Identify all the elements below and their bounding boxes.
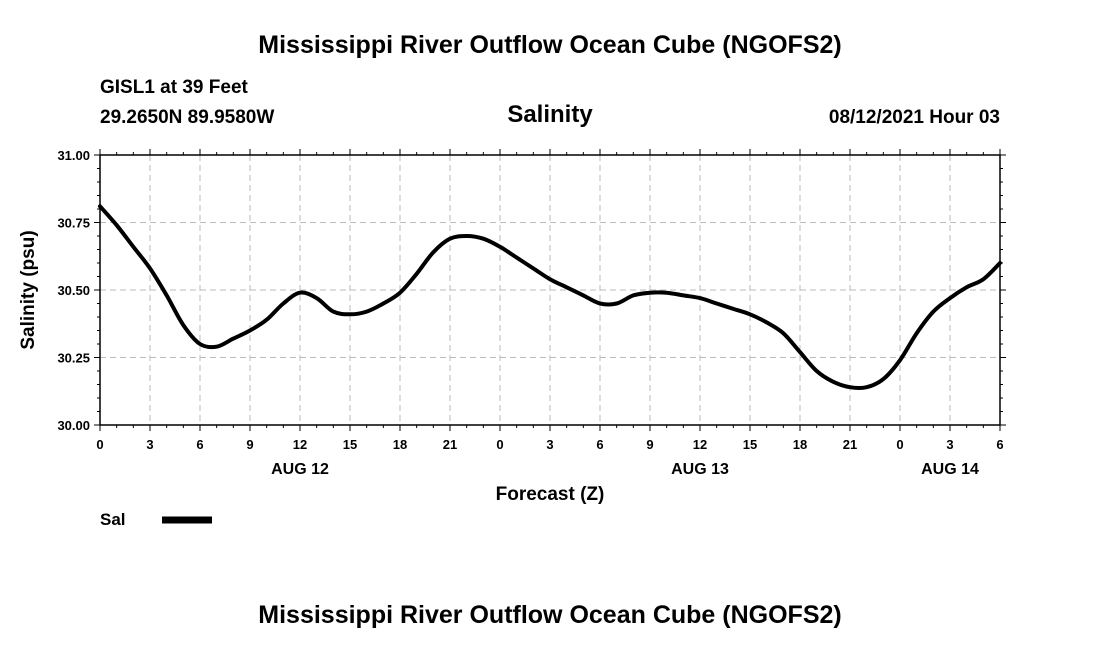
- y-tick-label: 31.00: [57, 148, 90, 163]
- x-tick-label: 18: [793, 437, 807, 452]
- x-tick-labels: 0 3 6 9 12 15 18 21 0 3 6 9 12 15 18 21 0 3 6: [96, 437, 1003, 452]
- x-tick-label: 9: [246, 437, 253, 452]
- station-label: GISL1 at 39 Feet: [100, 77, 248, 98]
- chart-title-top: Mississippi River Outflow Ocean Cube (NG…: [258, 31, 842, 59]
- x-tick-label: 6: [996, 437, 1003, 452]
- x-tick-label: 0: [496, 437, 503, 452]
- date-label: AUG 14: [921, 461, 979, 478]
- date-label: AUG 13: [671, 461, 729, 478]
- x-tick-label: 9: [646, 437, 653, 452]
- chart-title-bottom: Mississippi River Outflow Ocean Cube (NG…: [258, 601, 842, 629]
- station-coordinates: 29.2650N 89.9580W: [100, 107, 275, 128]
- y-tick-label: 30.25: [57, 351, 90, 366]
- x-tick-label: 21: [443, 437, 457, 452]
- x-tick-label: 12: [293, 437, 307, 452]
- x-tick-label: 6: [196, 437, 203, 452]
- x-tick-label: 3: [546, 437, 553, 452]
- legend-label: Sal: [100, 510, 126, 529]
- salinity-series-line: [98, 204, 1002, 391]
- x-tick-label: 0: [896, 437, 903, 452]
- x-tick-label: 6: [596, 437, 603, 452]
- forecast-datetime: 08/12/2021 Hour 03: [828, 107, 1000, 128]
- y-axis-title: Salinity (psu): [18, 230, 39, 349]
- plot-frame: [99, 154, 1001, 426]
- grid-lines: [100, 155, 1000, 425]
- date-labels: AUG 12 AUG 13 AUG 14: [271, 461, 979, 478]
- x-tick-label: 15: [343, 437, 357, 452]
- x-tick-label: 12: [693, 437, 707, 452]
- x-tick-label: 18: [393, 437, 407, 452]
- x-axis-title: Forecast (Z): [496, 484, 605, 505]
- x-tick-label: 15: [743, 437, 757, 452]
- x-tick-label: 21: [843, 437, 857, 452]
- x-tick-label: 3: [146, 437, 153, 452]
- variable-title: Salinity: [507, 101, 593, 128]
- x-tick-label: 0: [96, 437, 103, 452]
- date-label: AUG 12: [271, 461, 329, 478]
- y-tick-labels: 30.00 30.25 30.50 30.75 31.00: [57, 148, 90, 433]
- y-tick-label: 30.75: [57, 216, 90, 231]
- x-tick-label: 3: [946, 437, 953, 452]
- y-tick-label: 30.00: [57, 418, 90, 433]
- y-tick-label: 30.50: [57, 283, 90, 298]
